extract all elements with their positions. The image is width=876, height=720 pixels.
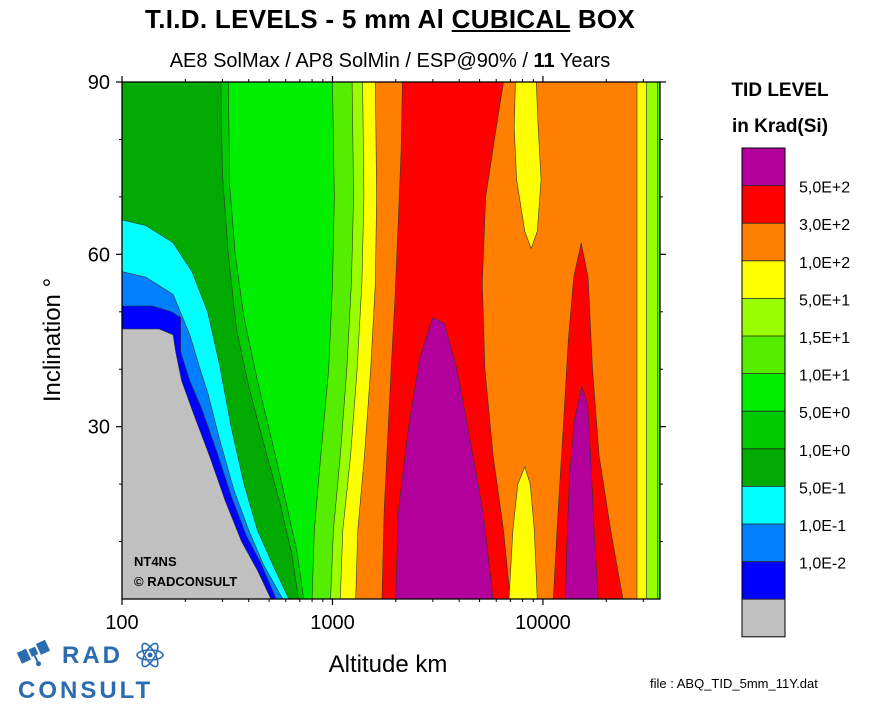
y-tick-label-2: 90 [88, 72, 110, 94]
legend-swatch-12 [742, 599, 785, 637]
legend-title-line1: TID LEVEL [731, 80, 829, 101]
legend-colorbar: 5,0E+2 3,0E+2 1,0E+2 5,0E+1 1,5E+1 1,0E+1 5,0E… [741, 147, 850, 638]
legend-swatch-2 [742, 223, 785, 261]
legend-label-2: 3,0E+2 [799, 217, 850, 234]
y-tick-label-1: 60 [88, 244, 110, 266]
legend-label-6: 1,0E+1 [799, 368, 850, 385]
legend-swatch-3 [742, 260, 785, 299]
legend-label-9: 5,0E-1 [799, 480, 846, 497]
legend-label-11: 1,0E-2 [799, 556, 846, 573]
logo-text-consult: CONSULT [18, 677, 153, 704]
x-tick-label-0: 100 [105, 612, 138, 634]
legend-title-line2: in Krad(Si) [731, 116, 829, 137]
legend-swatch-8 [742, 448, 785, 487]
atom-icon [136, 642, 164, 668]
legend-swatch-11 [742, 561, 785, 600]
x-axis-label: Altitude km [329, 651, 448, 678]
chart-subtitle: AE8 SolMax / AP8 SolMin / ESP@90% / 11 Y… [100, 50, 680, 73]
subtitle-suffix: Years [554, 50, 611, 72]
legend-label-5: 1,5E+1 [799, 330, 850, 347]
legend-label-7: 5,0E+0 [799, 405, 850, 422]
legend-frame [741, 147, 786, 638]
annotation-nt4ns: NT4NS [134, 554, 177, 569]
y-tick-label-0: 30 [88, 417, 110, 439]
y-axis-label: Inclination ° [39, 278, 66, 402]
contour-region-9 [508, 466, 538, 599]
logo-text-rad: RAD [62, 642, 123, 669]
legend-swatch-7 [742, 411, 785, 449]
chart-title-suffix: BOX [570, 4, 636, 34]
legend-label-10: 1,0E-1 [799, 518, 846, 535]
legend-swatch-10 [742, 524, 785, 562]
axes: 100 1000 10000 30 60 90 [88, 72, 666, 634]
subtitle-prefix: AE8 SolMax / AP8 SolMin / ESP@90% / [169, 50, 534, 72]
annotation-copyright: © RADCONSULT [134, 574, 237, 589]
subtitle-years: 11 [533, 50, 555, 72]
legend-swatch-4 [742, 298, 785, 336]
plot-frame [121, 81, 661, 600]
legend-label-1: 5,0E+2 [799, 180, 850, 197]
contour-region-8 [513, 82, 542, 250]
contour-region-11 [395, 317, 494, 599]
file-note: file : ABQ_TID_5mm_11Y.dat [650, 676, 818, 691]
legend-label-8: 1,0E+0 [799, 443, 850, 460]
contour-regions [122, 82, 660, 599]
legend-swatch-0 [742, 148, 785, 186]
legend-swatch-5 [742, 336, 785, 374]
chart-title-underlined: CUBICAL [451, 4, 571, 34]
chart-title: T.I.D. LEVELS - 5 mm Al CUBICAL BOX [60, 4, 720, 35]
satellite-icon [16, 639, 51, 667]
contour-region-12 [565, 385, 599, 599]
chart-title-prefix: T.I.D. LEVELS - 5 mm Al [144, 4, 452, 34]
legend-label-4: 5,0E+1 [799, 292, 850, 309]
legend-swatch-9 [742, 486, 785, 524]
legend-label-3: 1,0E+2 [799, 255, 850, 272]
radconsult-logo: RAD CONSULT [16, 639, 164, 704]
x-tick-label-2: 10000 [515, 612, 571, 634]
contour-region-16 [122, 328, 272, 599]
x-tick-label-1: 1000 [310, 612, 355, 634]
legend-swatch-6 [742, 373, 785, 412]
legend-swatch-1 [742, 185, 785, 224]
